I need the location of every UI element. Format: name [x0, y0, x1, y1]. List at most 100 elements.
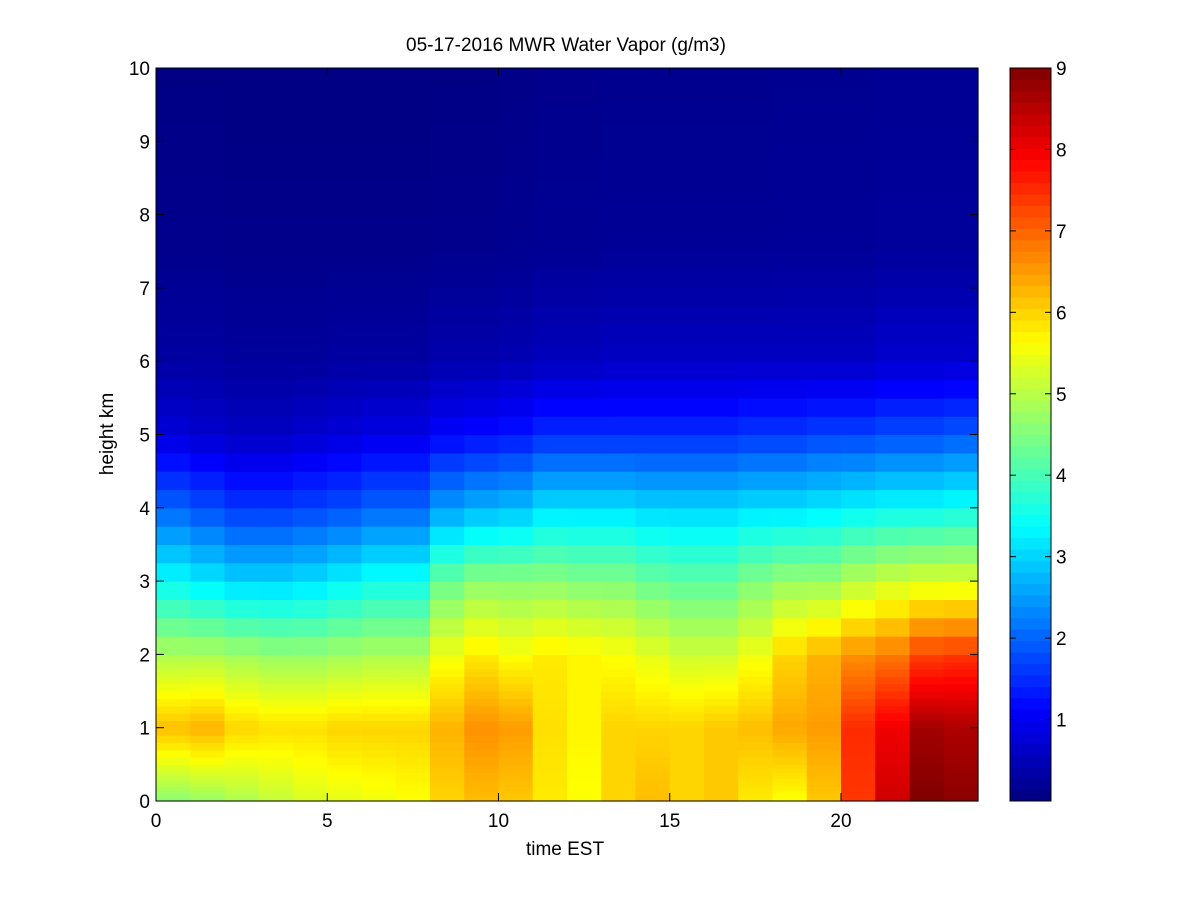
heatmap-cell	[327, 698, 363, 707]
heatmap-cell	[532, 251, 568, 271]
heatmap-cell	[293, 287, 328, 307]
heatmap-cell	[738, 727, 774, 736]
heatmap-cell	[293, 324, 328, 344]
heatmap-cell	[293, 159, 328, 179]
heatmap-cell	[738, 581, 774, 601]
heatmap-cell	[806, 764, 842, 769]
heatmap-cell	[395, 790, 431, 795]
heatmap-cell	[601, 764, 637, 769]
heatmap-cell	[601, 636, 637, 655]
heatmap-cell	[635, 797, 671, 802]
heatmap-cell	[327, 735, 363, 743]
heatmap-cell	[704, 779, 739, 784]
heatmap-cell	[875, 86, 911, 106]
heatmap-cell	[567, 790, 602, 795]
heatmap-cell	[395, 342, 431, 362]
heatmap-cell	[704, 727, 739, 736]
heatmap-cell	[806, 68, 842, 87]
heatmap-cell	[943, 342, 979, 362]
heatmap-cell	[635, 790, 671, 795]
heatmap-cell	[635, 735, 671, 743]
heatmap-cell	[943, 379, 979, 399]
heatmap-cell	[430, 471, 465, 491]
heatmap-cell	[806, 790, 842, 795]
heatmap-cell	[772, 782, 808, 787]
heatmap-cell	[875, 771, 911, 776]
heatmap-cell	[498, 775, 534, 780]
heatmap-cell	[806, 471, 842, 491]
heatmap-cell	[806, 683, 842, 692]
heatmap-cell	[704, 636, 739, 655]
colorbar-step	[1010, 354, 1051, 367]
heatmap-cell	[841, 86, 876, 106]
heatmap-cell	[567, 764, 602, 769]
heatmap-cell	[361, 661, 397, 670]
heatmap-cell	[327, 342, 363, 362]
heatmap-cell	[293, 636, 328, 655]
heatmap-cell	[704, 526, 739, 546]
heatmap-cell	[532, 654, 568, 663]
heatmap-cell	[224, 471, 260, 491]
heatmap-cell	[190, 214, 226, 234]
heatmap-cell	[156, 361, 191, 381]
heatmap-cell	[669, 342, 705, 362]
heatmap-cell	[704, 654, 739, 663]
heatmap-cell	[704, 177, 739, 197]
heatmap-cell	[190, 397, 226, 417]
heatmap-cell	[909, 526, 945, 546]
heatmap-cell	[293, 581, 328, 601]
heatmap-cell	[635, 361, 671, 381]
heatmap-cell	[258, 786, 294, 791]
heatmap-cell	[841, 797, 876, 802]
heatmap-cell	[258, 324, 294, 344]
heatmap-cell	[190, 661, 226, 670]
heatmap-cell	[327, 471, 363, 491]
heatmap-cell	[464, 683, 500, 692]
heatmap-cell	[430, 562, 465, 582]
heatmap-cell	[909, 68, 945, 87]
heatmap-cell	[464, 705, 500, 714]
heatmap-cell	[361, 581, 397, 601]
heatmap-cell	[190, 232, 226, 252]
heatmap-cell	[190, 683, 226, 692]
heatmap-cell	[430, 683, 465, 692]
heatmap-cell	[943, 779, 979, 784]
heatmap-cell	[464, 471, 500, 491]
heatmap-cell	[669, 683, 705, 692]
heatmap-cell	[361, 379, 397, 399]
heatmap-cell	[258, 306, 294, 326]
heatmap-cell	[464, 742, 500, 751]
y-tick-label: 4	[139, 499, 150, 520]
heatmap-cell	[601, 159, 637, 179]
heatmap-cell	[327, 790, 363, 795]
heatmap-cell	[669, 757, 705, 765]
heatmap-cell	[395, 562, 431, 582]
heatmap-cell	[532, 779, 568, 784]
heatmap-cell	[361, 471, 397, 491]
heatmap-cell	[669, 177, 705, 197]
heatmap-cell	[738, 159, 774, 179]
heatmap-cell	[327, 159, 363, 179]
heatmap-cell	[704, 471, 739, 491]
heatmap-cell	[327, 797, 363, 802]
heatmap-cell	[532, 764, 568, 769]
heatmap-cell	[806, 177, 842, 197]
heatmap-cell	[875, 683, 911, 692]
heatmap-cell	[772, 434, 808, 454]
heatmap-cell	[293, 471, 328, 491]
heatmap-cell	[464, 691, 500, 699]
heatmap-cell	[635, 669, 671, 677]
heatmap-cell	[532, 397, 568, 417]
heatmap-cell	[772, 397, 808, 417]
heatmap-cell	[224, 159, 260, 179]
heatmap-cell	[464, 713, 500, 721]
heatmap-cell	[156, 669, 191, 677]
heatmap-cell	[498, 86, 534, 106]
heatmap-cell	[293, 669, 328, 677]
heatmap-cell	[258, 793, 294, 798]
heatmap-cell	[806, 735, 842, 743]
y-tick-label: 8	[139, 206, 150, 227]
heatmap-cell	[498, 617, 534, 637]
heatmap-cell	[532, 68, 568, 87]
heatmap-cell	[293, 251, 328, 271]
